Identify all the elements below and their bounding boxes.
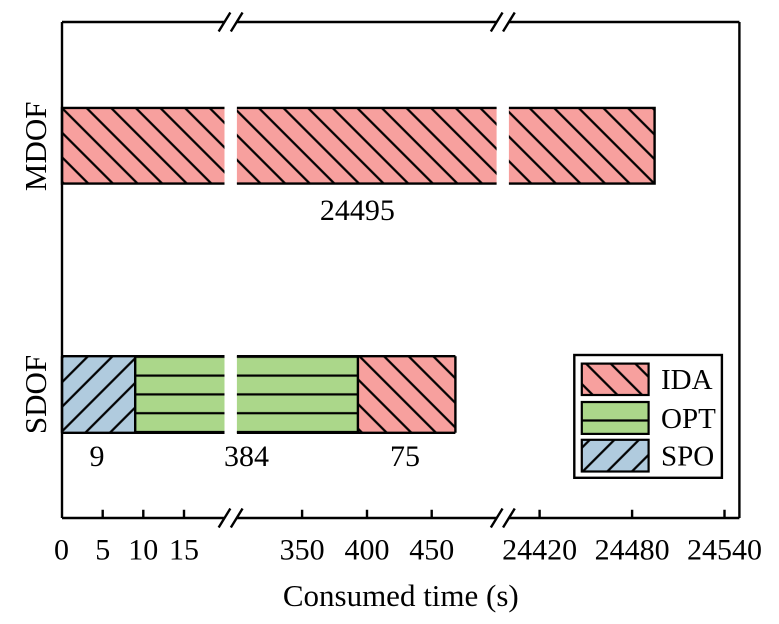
svg-text:Consumed time (s): Consumed time (s): [283, 578, 519, 613]
svg-text:75: 75: [390, 440, 420, 473]
svg-text:OPT: OPT: [661, 403, 716, 435]
svg-text:400: 400: [345, 533, 390, 566]
svg-text:350: 350: [280, 533, 325, 566]
svg-text:IDA: IDA: [661, 364, 713, 396]
svg-text:10: 10: [128, 533, 158, 566]
svg-text:24420: 24420: [502, 533, 577, 566]
svg-text:15: 15: [169, 533, 199, 566]
svg-text:5: 5: [95, 533, 110, 566]
svg-text:450: 450: [409, 533, 454, 566]
svg-text:24480: 24480: [595, 533, 670, 566]
svg-text:24540: 24540: [687, 533, 762, 566]
svg-text:MDOF: MDOF: [18, 102, 53, 192]
svg-text:SPO: SPO: [661, 440, 714, 472]
svg-text:9: 9: [90, 440, 105, 473]
svg-text:24495: 24495: [320, 194, 395, 227]
svg-text:384: 384: [224, 440, 269, 473]
svg-text:SDOF: SDOF: [18, 355, 53, 434]
svg-text:0: 0: [54, 533, 69, 566]
